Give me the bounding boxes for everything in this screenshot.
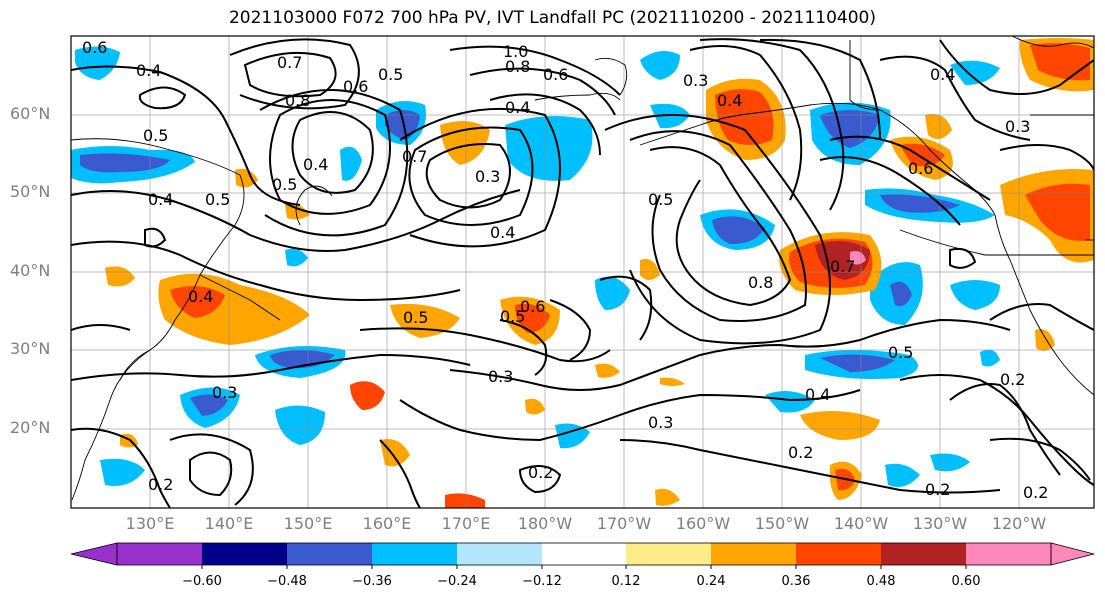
contour-label: 0.4 bbox=[717, 91, 742, 110]
contour-label: 0.2 bbox=[1000, 370, 1025, 389]
contour-label: 0.6 bbox=[82, 38, 107, 57]
contour-label: 0.7 bbox=[830, 257, 855, 276]
colorbar-tick-label: −0.36 bbox=[352, 574, 392, 589]
contour-label: 0.5 bbox=[272, 175, 297, 194]
colorbar-swatch bbox=[70, 542, 118, 566]
contour-label: 0.4 bbox=[490, 223, 515, 242]
contour-label: 0.3 bbox=[648, 413, 673, 432]
colorbar-tick-label: −0.24 bbox=[437, 574, 477, 589]
longitude-label: 140°E bbox=[204, 514, 254, 533]
contour-label: 0.8 bbox=[505, 57, 530, 76]
contour-label: 0.3 bbox=[683, 71, 708, 90]
contour-label: 0.8 bbox=[748, 273, 773, 292]
colorbar-swatch bbox=[457, 543, 542, 565]
contour-label: 0.4 bbox=[930, 65, 955, 84]
contour-label: 0.7 bbox=[402, 147, 427, 166]
colorbar-swatch bbox=[117, 543, 202, 565]
latitude-label: 20°N bbox=[10, 418, 51, 437]
contour-label: 0.5 bbox=[500, 307, 525, 326]
contour-label: 0.3 bbox=[212, 383, 237, 402]
longitude-label: 180°W bbox=[517, 514, 573, 533]
contour-label: 0.6 bbox=[543, 65, 568, 84]
map-frame bbox=[70, 35, 1095, 509]
contour-label: 0.4 bbox=[505, 98, 530, 117]
colorbar-tick-label: 0.60 bbox=[951, 574, 981, 589]
longitude-label: 130°E bbox=[125, 514, 175, 533]
map-title: 2021103000 F072 700 hPa PV, IVT Landfall… bbox=[228, 8, 876, 28]
colorbar-tick-label: −0.12 bbox=[522, 574, 562, 589]
colorbar bbox=[70, 542, 1095, 569]
colorbar-swatch bbox=[881, 543, 966, 565]
longitude-label: 170°W bbox=[596, 514, 652, 533]
colorbar-tick-label: −0.48 bbox=[267, 574, 307, 589]
longitude-label: 150°W bbox=[754, 514, 810, 533]
colorbar-swatch bbox=[202, 543, 287, 565]
contour-labels: 0.6 0.4 0.7 0.5 0.8 0.6 1.0 0.8 0.6 0.3 … bbox=[82, 38, 1048, 502]
colorbar-tick-label: 0.24 bbox=[696, 574, 726, 589]
contour-label: 0.4 bbox=[148, 190, 173, 209]
colorbar-swatch bbox=[542, 543, 626, 565]
contour-label: 0.4 bbox=[136, 61, 161, 80]
contour-label: 0.5 bbox=[205, 190, 230, 209]
pv-contours bbox=[71, 38, 1094, 508]
longitude-label: 160°E bbox=[362, 514, 412, 533]
colorbar-swatch bbox=[711, 543, 796, 565]
colorbar-swatch bbox=[287, 543, 372, 565]
longitude-label: 170°E bbox=[441, 514, 491, 533]
contour-label: 0.2 bbox=[148, 475, 173, 494]
latitude-label: 60°N bbox=[10, 104, 51, 123]
longitude-label: 130°W bbox=[912, 514, 968, 533]
contour-label: 0.2 bbox=[1023, 483, 1048, 502]
contour-label: 0.2 bbox=[528, 463, 553, 482]
colorbar-tick-label: −0.60 bbox=[182, 574, 222, 589]
colorbar-swatch bbox=[626, 543, 711, 565]
contour-label: 0.4 bbox=[188, 287, 213, 306]
latitude-label: 40°N bbox=[10, 261, 51, 280]
contour-label: 0.3 bbox=[1005, 117, 1030, 136]
latitude-label: 30°N bbox=[10, 339, 51, 358]
contour-label: 0.2 bbox=[925, 480, 950, 499]
colorbar-tick-label: 0.36 bbox=[781, 574, 811, 589]
negative-anomalies bbox=[71, 46, 1000, 488]
longitude-label: 140°W bbox=[833, 514, 889, 533]
gridlines bbox=[71, 36, 1094, 508]
contour-label: 0.5 bbox=[378, 65, 403, 84]
contour-label: 0.4 bbox=[303, 155, 328, 174]
contour-label: 0.6 bbox=[908, 159, 933, 178]
longitude-label: 160°W bbox=[675, 514, 731, 533]
contour-label: 0.5 bbox=[648, 190, 673, 209]
colorbar-tick-label: 0.12 bbox=[611, 574, 641, 589]
contour-label: 0.6 bbox=[343, 77, 368, 96]
contour-label: 0.6 bbox=[520, 297, 545, 316]
longitude-label: 150°E bbox=[283, 514, 333, 533]
contour-label: 0.7 bbox=[277, 53, 302, 72]
contour-label: 0.3 bbox=[475, 167, 500, 186]
colorbar-swatch bbox=[966, 543, 1051, 565]
longitude-label: 120°W bbox=[991, 514, 1047, 533]
colorbar-swatch bbox=[372, 543, 457, 565]
colorbar-tick-label: 0.48 bbox=[866, 574, 896, 589]
colorbar-swatch bbox=[1050, 542, 1095, 566]
contour-label: 0.2 bbox=[788, 443, 813, 462]
contour-label: 0.4 bbox=[805, 385, 830, 404]
contour-label: 0.8 bbox=[285, 91, 310, 110]
contour-label: 0.5 bbox=[143, 126, 168, 145]
contour-label: 0.5 bbox=[403, 308, 428, 327]
colorbar-swatch bbox=[796, 543, 881, 565]
positive-anomalies bbox=[105, 38, 1094, 508]
contour-label: 1.0 bbox=[503, 42, 528, 61]
contour-label: 0.5 bbox=[888, 343, 913, 362]
contour-label: 0.3 bbox=[488, 367, 513, 386]
latitude-label: 50°N bbox=[10, 182, 51, 201]
